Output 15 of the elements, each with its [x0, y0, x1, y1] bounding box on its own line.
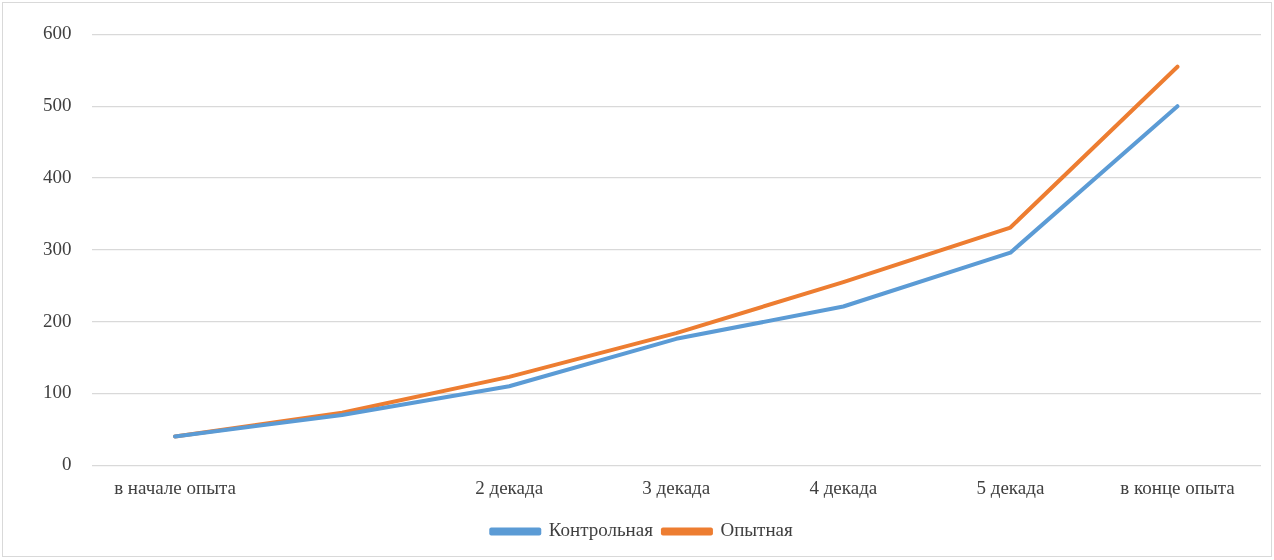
- legend-label: Опытная: [720, 519, 793, 541]
- x-tick-label: 5 декада: [976, 476, 1045, 498]
- x-tick-label: 4 декада: [809, 476, 878, 498]
- x-tick-label: 3 декада: [642, 476, 711, 498]
- x-tick-label: в начале опыта: [114, 476, 237, 498]
- y-tick-label: 100: [43, 381, 72, 403]
- legend-label: Контрольная: [548, 519, 654, 541]
- y-tick-label: 200: [43, 309, 72, 331]
- y-tick-label: 600: [43, 22, 72, 44]
- x-tick-label: 2 декада: [475, 476, 544, 498]
- y-tick-label: 400: [43, 165, 72, 187]
- y-tick-label: 500: [43, 94, 72, 116]
- y-tick-label: 300: [43, 237, 72, 259]
- x-tick-label: в конце опыта: [1120, 476, 1236, 498]
- y-tick-label: 0: [62, 453, 72, 475]
